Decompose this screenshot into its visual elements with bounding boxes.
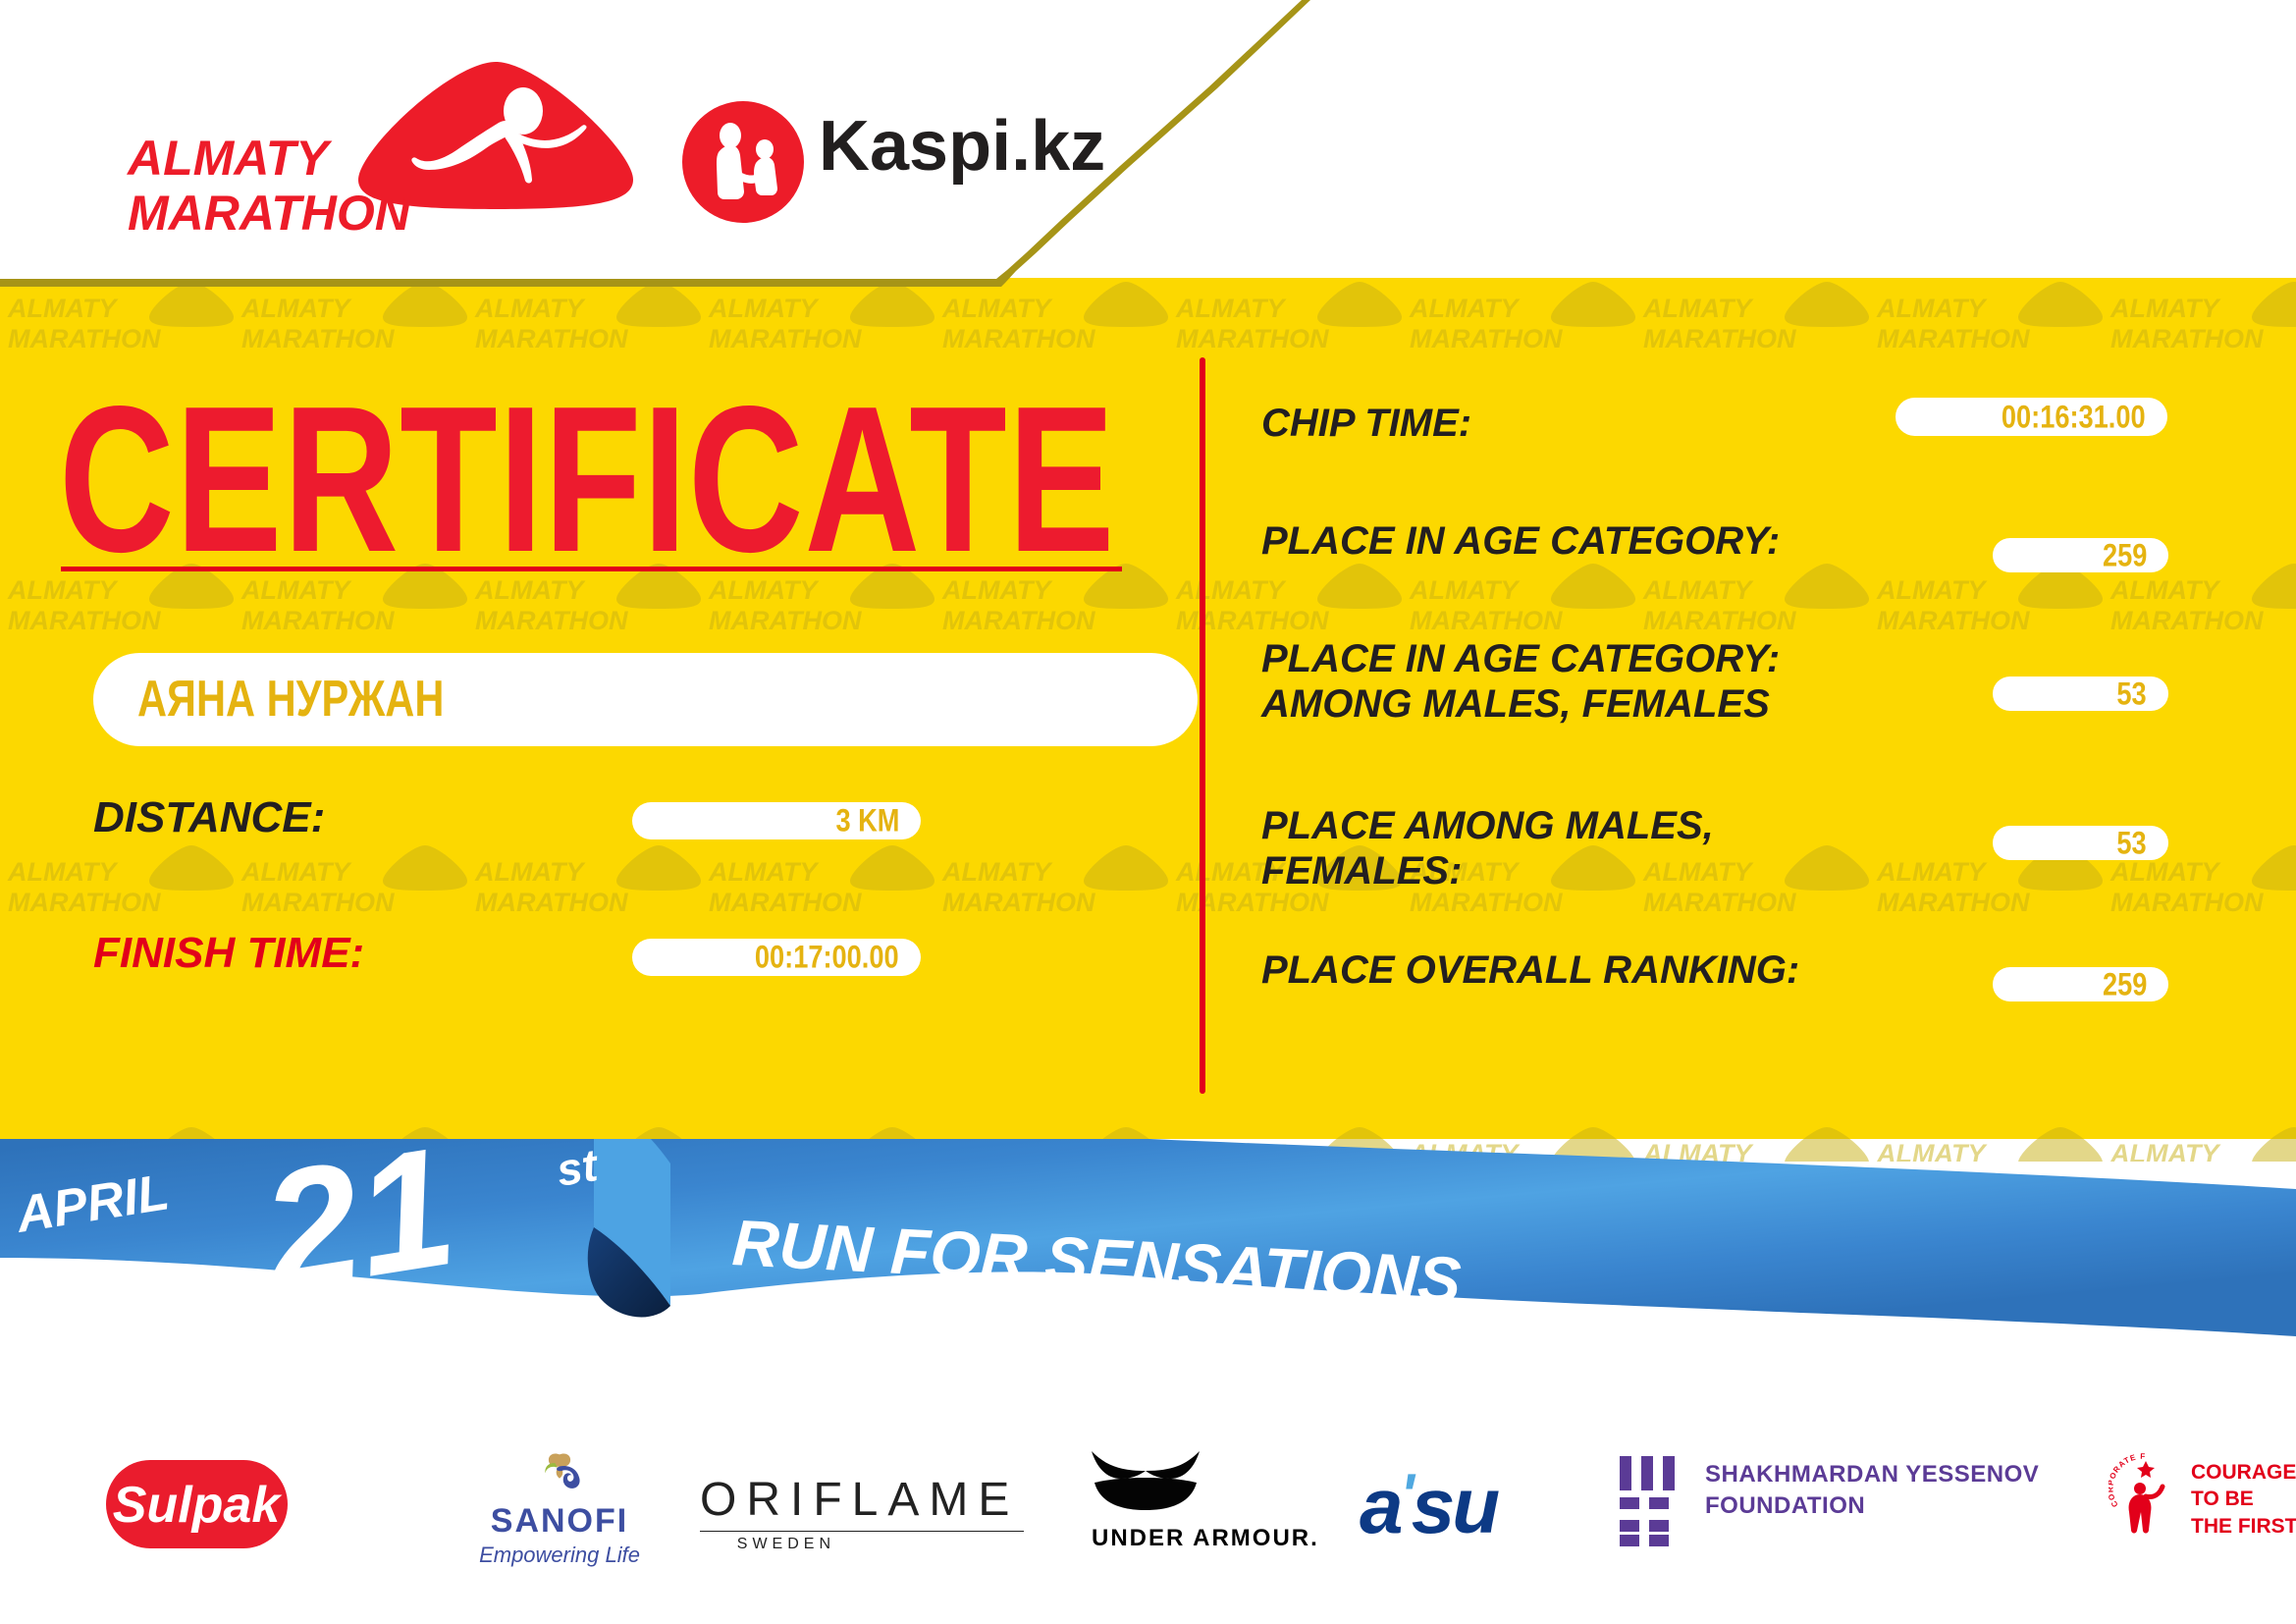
svg-text:Sulpak: Sulpak xyxy=(113,1477,284,1534)
svg-text:21: 21 xyxy=(248,1139,466,1327)
